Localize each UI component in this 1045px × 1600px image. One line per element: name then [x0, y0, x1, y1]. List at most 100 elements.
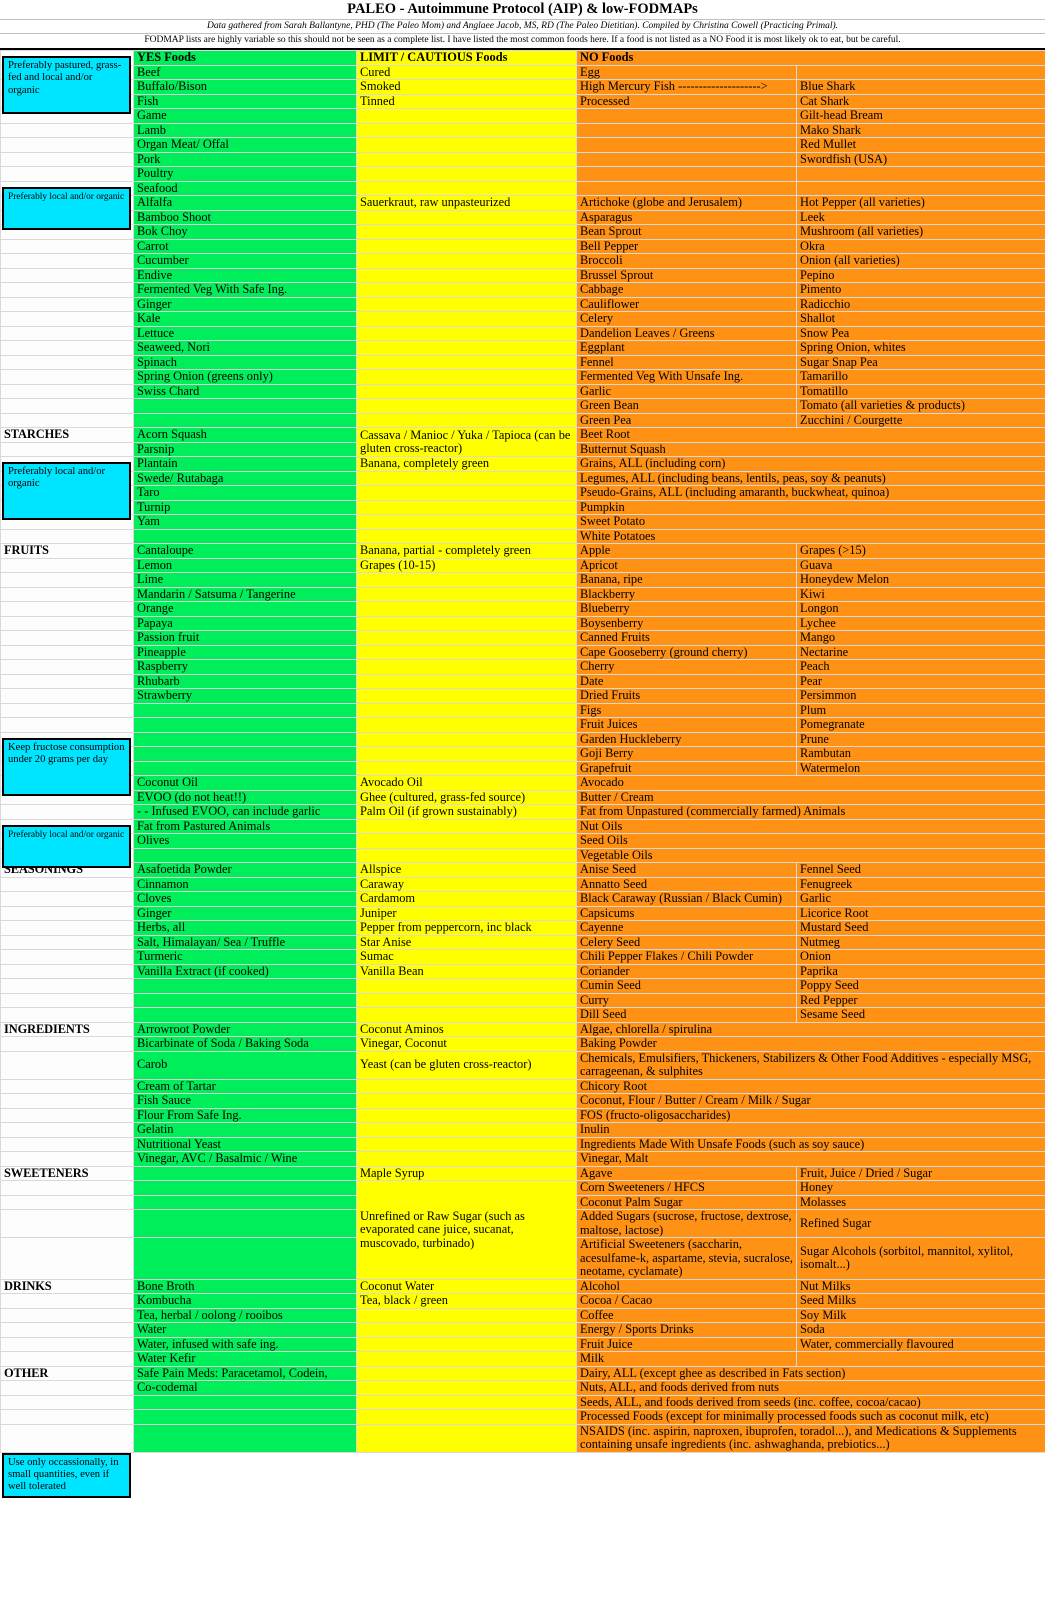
no-cell-secondary: Sugar Snap Pea — [795, 354, 1045, 370]
table-row: Spring Onion (greens only) Fermented Veg … — [0, 369, 1045, 385]
limit-cell: Star Anise — [356, 934, 577, 950]
table-row: Tea, herbal / oolong / rooibos Coffee Soy … — [0, 1307, 1045, 1323]
no-cell: Dairy, ALL (except ghee as described in … — [575, 1365, 1045, 1381]
yes-cell: Organ Meat/ Offal — [133, 137, 357, 153]
no-cell: Artificial Sweeteners (saccharin, acesul… — [576, 1237, 797, 1280]
no-cell: Apple — [576, 543, 797, 559]
category-spacer — [0, 311, 134, 327]
limit-cell — [356, 1093, 577, 1109]
limit-cell — [356, 369, 577, 385]
no-cell: Canned Fruits — [576, 630, 797, 646]
limit-cell — [356, 586, 577, 602]
category-spacer — [0, 1122, 134, 1138]
limit-cell — [356, 572, 577, 588]
yes-cell — [133, 1194, 357, 1210]
yes-cell: Cantaloupe — [133, 543, 357, 559]
category-spacer — [0, 1423, 134, 1453]
yes-cell — [133, 1180, 357, 1196]
no-cell: Processed — [576, 93, 797, 109]
category-spacer — [0, 383, 134, 399]
yes-cell: Coconut Oil — [133, 775, 357, 791]
yes-cell: Passion fruit — [133, 630, 357, 646]
table-row: Buffalo/Bison Smoked High Mercury Fish ---… — [0, 79, 1045, 95]
yes-cell: Alfalfa — [133, 195, 357, 211]
table-row: Rhubarb Date Pear — [0, 673, 1045, 689]
table-row: Cloves Cardamom Black Caraway (Russian / B… — [0, 891, 1045, 907]
yes-cell — [133, 412, 357, 428]
limit-cell — [356, 673, 577, 689]
category-spacer — [0, 615, 134, 631]
no-cell: Corn Sweeteners / HFCS — [576, 1180, 797, 1196]
no-cell-secondary: Tomato (all varieties & products) — [795, 398, 1045, 414]
table-row: Cucumber Broccoli Onion (all varieties) — [0, 253, 1045, 269]
limit-cell — [356, 1307, 577, 1323]
table-row: NSAIDS (inc. aspirin, naproxen, ibuprofe… — [0, 1423, 1045, 1453]
no-cell-secondary: Refined Sugar — [795, 1209, 1045, 1238]
category-spacer — [0, 267, 134, 283]
no-cell: Chemicals, Emulsifiers, Thickeners, Stab… — [575, 1050, 1045, 1080]
no-cell: Curry — [576, 992, 797, 1008]
limit-cell — [356, 180, 577, 196]
no-cell: Anise Seed — [576, 862, 797, 878]
no-cell-secondary: Persimmon — [795, 688, 1045, 704]
category-spacer — [0, 1380, 134, 1396]
table-row: Bicarbinate of Soda / Baking Soda Vinegar… — [0, 1036, 1045, 1052]
category-spacer — [0, 166, 134, 182]
limit-cell — [356, 1365, 577, 1381]
limit-cell: Cured — [356, 64, 577, 80]
no-cell-secondary: Swordfish (USA) — [795, 151, 1045, 167]
category-spacer — [0, 702, 134, 718]
no-cell: Artichoke (globe and Jerusalem) — [576, 195, 797, 211]
no-cell: Grains, ALL (including corn) — [575, 456, 1045, 472]
category-spacer — [0, 992, 134, 1008]
yes-cell: Poultry — [133, 166, 357, 182]
category-spacer — [0, 876, 134, 892]
no-cell-secondary — [795, 166, 1045, 182]
no-cell-secondary: Honeydew Melon — [795, 572, 1045, 588]
limit-cell — [356, 688, 577, 704]
limit-cell: Unrefined or Raw Sugar (such as evaporat… — [356, 1180, 577, 1280]
yes-cell: Cloves — [133, 891, 357, 907]
category-spacer — [0, 1293, 134, 1309]
limit-cell — [356, 209, 577, 225]
page-disclaimer: FODMAP lists are highly variable so this… — [0, 34, 1045, 50]
table-row: VEGETABLESAlfalfaSauerkraut, raw unpaste… — [0, 195, 1045, 211]
no-cell-secondary: Zucchini / Courgette — [795, 412, 1045, 428]
limit-cell: Sumac — [356, 949, 577, 965]
limit-cell — [356, 1394, 577, 1410]
limit-cell — [356, 253, 577, 269]
yes-cell: Mandarin / Satsuma / Tangerine — [133, 586, 357, 602]
yes-cell: Raspberry — [133, 659, 357, 675]
no-cell: Goji Berry — [576, 746, 797, 762]
yes-cell — [133, 731, 357, 747]
limit-cell: Banana, partial - completely green — [356, 543, 577, 559]
no-cell: Banana, ripe — [576, 572, 797, 588]
table-row: Flour From Safe Ing. FOS (fructo-oligosac… — [0, 1107, 1045, 1123]
table-row: Dill Seed Sesame Seed — [0, 1007, 1045, 1023]
table-row: Grapefruit Watermelon — [0, 760, 1045, 776]
category-spacer — [0, 1107, 134, 1123]
table-row: STARCHES Acorn Squash Cassava / Manioc / Y… — [0, 427, 1045, 457]
no-cell: Legumes, ALL (including beans, lentils, … — [575, 470, 1045, 486]
table-row: Fruit Juices Pomegranate — [0, 717, 1045, 733]
note-fruits-fructose: Keep fructose consumption under 20 grams… — [2, 737, 131, 796]
table-row: Bok Choy Bean Sprout Mushroom (all varieti… — [0, 224, 1045, 240]
table-row: Vanilla Extract (if cooked) Vanilla Bean C… — [0, 963, 1045, 979]
limit-cell — [356, 601, 577, 617]
limit-cell — [356, 354, 577, 370]
paleo-aip-fodmap-chart: PALEO - Autoimmune Protocol (AIP) & low-… — [0, 1, 1045, 1498]
limit-cell: Smoked — [356, 79, 577, 95]
table-row: - - Infused EVOO, can include garlic Palm… — [0, 804, 1045, 820]
yes-cell — [133, 717, 357, 733]
no-cell: Cayenne — [576, 920, 797, 936]
column-header-no: NO Foods — [575, 50, 1045, 66]
yes-cell — [133, 702, 357, 718]
no-cell: Cocoa / Cacao — [576, 1293, 797, 1309]
table-row: Endive Brussel Sprout Pepino — [0, 267, 1045, 283]
no-cell: Cabbage — [576, 282, 797, 298]
yes-cell: Seafood — [133, 180, 357, 196]
no-cell-secondary: Tomatillo — [795, 383, 1045, 399]
yes-cell: Carrot — [133, 238, 357, 254]
category-spacer — [0, 1078, 134, 1094]
no-cell: Alcohol — [576, 1278, 797, 1294]
